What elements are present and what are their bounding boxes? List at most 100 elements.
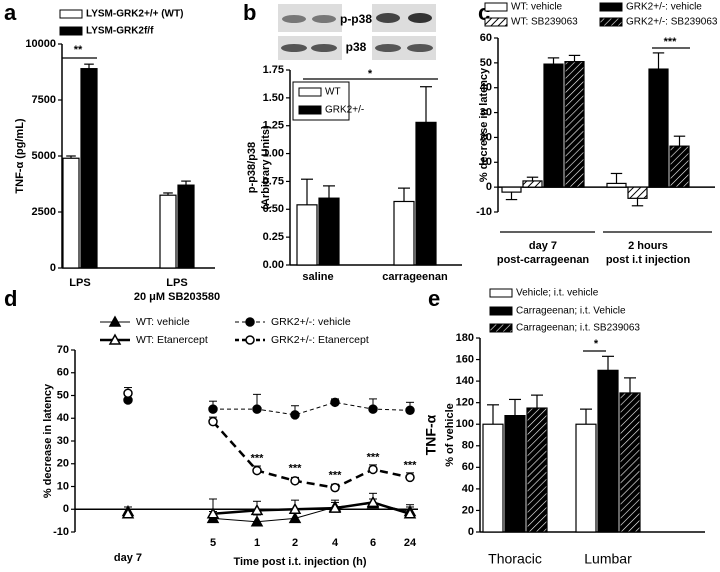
marker <box>252 465 262 476</box>
error-bar <box>509 398 521 416</box>
significance: *** <box>404 459 418 471</box>
legend-label: GRK2+/-: SB239063 <box>626 17 718 28</box>
bar <box>648 68 669 188</box>
error-bar <box>420 86 432 123</box>
y-tick-label: 2500 <box>32 206 56 218</box>
bar <box>619 392 641 533</box>
y-tick-label: 5000 <box>32 150 56 162</box>
y-tick-label: 100 <box>456 418 474 430</box>
error-bar <box>163 192 173 196</box>
marker <box>108 315 122 327</box>
legend-label: LYSM-GRK2f/f <box>86 26 154 37</box>
marker <box>123 388 133 398</box>
legend-swatch <box>489 323 513 333</box>
error-bar <box>631 198 644 207</box>
legend-label: WT: Etanercept <box>136 334 208 346</box>
legend-label: Carrageenan; i.t. Vehicle <box>516 306 626 317</box>
blot-spot <box>375 44 401 52</box>
y-tick-label: 10000 <box>25 38 56 50</box>
y-tick-label: 10 <box>480 156 492 168</box>
y-axis-label: TNF-α (pg/mL) <box>14 118 26 194</box>
bar <box>501 186 522 193</box>
x-tick-sublabel: post i.t injection <box>606 254 691 266</box>
panel: d % decrease in latency -10 0 10 20 30 40 50 60 70… <box>4 286 418 568</box>
y-tick-label: 1.00 <box>263 147 284 159</box>
bar <box>393 200 415 266</box>
marker <box>288 502 302 514</box>
marker <box>403 507 417 519</box>
blot-label: p-p38 <box>340 12 372 26</box>
error-bar <box>301 178 313 205</box>
significance: *** <box>329 470 343 482</box>
marker <box>252 404 262 414</box>
y-tick-label: 0 <box>468 526 474 538</box>
legend-swatch <box>599 17 623 27</box>
y-tick-label: 1.75 <box>263 64 284 76</box>
y-tick-label: 1.50 <box>263 92 284 104</box>
y-tick-label: 140 <box>456 375 474 387</box>
marker <box>208 404 218 414</box>
y-tick-label: 7500 <box>32 94 56 106</box>
error-bar <box>531 394 543 409</box>
x-tick-label: LPS <box>69 277 90 289</box>
bar <box>296 204 318 266</box>
marker <box>245 335 255 345</box>
bar <box>526 407 548 533</box>
bar <box>159 194 177 269</box>
x-tick-label: day 7 <box>114 552 142 564</box>
significance: *** <box>367 451 381 463</box>
error-bar <box>624 377 636 393</box>
panel-label: e <box>428 286 440 311</box>
legend-swatch <box>484 17 508 27</box>
x-tick-label: saline <box>302 271 333 283</box>
legend-label: WT: vehicle <box>136 316 190 328</box>
marker <box>108 333 122 345</box>
x-tick-label: 4 <box>332 537 339 549</box>
y-tick-label: 60 <box>480 32 492 44</box>
y-tick-label: 1.25 <box>263 120 284 132</box>
legend-swatch <box>599 2 623 12</box>
bar <box>415 121 437 266</box>
marker <box>330 397 340 408</box>
bar <box>504 415 526 533</box>
marker <box>250 515 264 527</box>
marker <box>366 495 380 508</box>
y-tick-label: 20 <box>57 458 69 470</box>
y-axis-label: % decrease in latency <box>478 67 490 182</box>
y-tick-label: 60 <box>57 367 69 379</box>
marker <box>368 464 378 475</box>
y-tick-label: 0 <box>63 503 69 515</box>
legend-label: GRK2+/-: vehicle <box>626 2 702 13</box>
error-bar <box>398 187 410 202</box>
blot-spot <box>312 15 336 23</box>
x-tick-label: 6 <box>370 537 376 549</box>
y-tick-label: 50 <box>480 57 492 69</box>
error-bar <box>610 172 623 184</box>
error-bar <box>323 185 335 199</box>
legend-swatch <box>489 288 513 298</box>
bar <box>62 157 80 269</box>
bar <box>606 182 627 188</box>
error-bar <box>487 404 499 425</box>
bar <box>318 197 340 266</box>
y-tick-label: 0.00 <box>263 259 284 271</box>
line <box>212 501 411 516</box>
error-bar <box>652 52 665 70</box>
marker <box>405 472 415 483</box>
significance: *** <box>251 452 265 464</box>
legend-label: GRK2+/-: Etanercept <box>271 334 369 346</box>
error-bar <box>602 355 614 371</box>
y-tick-label: -10 <box>476 206 492 218</box>
legend-swatch <box>59 9 83 19</box>
x-tick-label: Lumbar <box>584 551 632 567</box>
x-tick-label: LPS <box>166 277 187 289</box>
marker <box>368 404 378 414</box>
y-tick-label: 10 <box>57 480 69 492</box>
panel-label: a <box>4 0 17 25</box>
error-bar <box>547 57 560 65</box>
error-bar <box>505 192 518 201</box>
panel: b p-p38/p38 (Arbitrary Units) 0.00 0.25 0.50 0… <box>243 0 462 283</box>
marker <box>290 410 300 420</box>
error-bar <box>66 155 76 159</box>
